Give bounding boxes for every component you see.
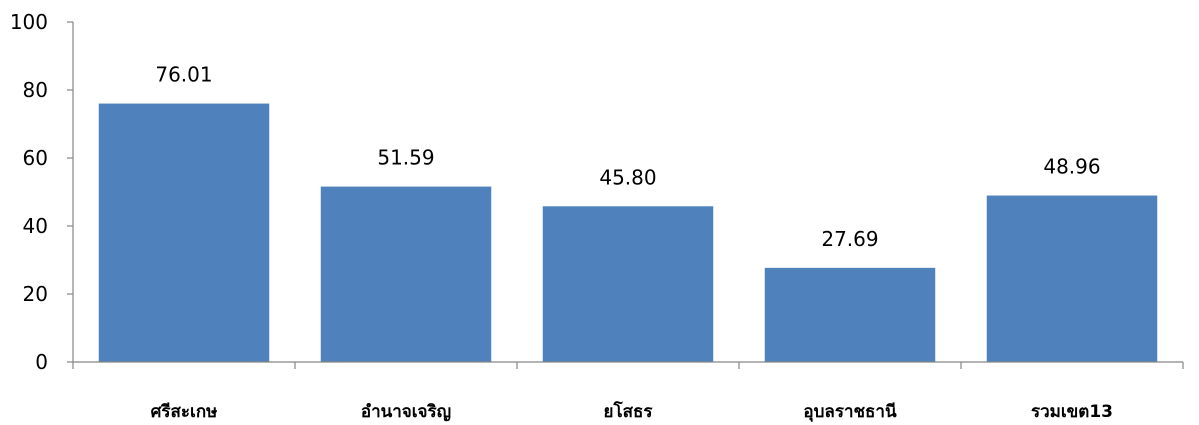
data-label: 48.96 [1043, 155, 1100, 179]
category-label: อำนาจเจริญ [361, 402, 451, 422]
y-tick-label: 60 [23, 146, 48, 170]
category-label: อุบลราชธานี [803, 401, 897, 422]
category-labels: ศรีสะเกษ อำนาจเจริญ ยโสธร อุบลราชธานี รวมเขต… [151, 401, 1113, 422]
y-tick-label: 20 [23, 282, 48, 306]
y-tick-label: 80 [23, 78, 48, 102]
y-tick-label: 100 [10, 10, 48, 34]
data-label: 45.80 [599, 165, 656, 189]
data-label: 76.01 [155, 63, 212, 87]
data-label: 27.69 [821, 227, 878, 251]
y-axis-ticks: 0 20 40 60 80 100 [10, 10, 73, 374]
bar [320, 186, 492, 362]
bar [98, 103, 270, 362]
bar [542, 206, 714, 362]
data-label: 51.59 [377, 146, 434, 170]
y-tick-label: 0 [35, 350, 48, 374]
x-axis-ticks [72, 362, 1184, 369]
data-labels: 76.01 51.59 45.80 27.69 48.96 [155, 63, 1100, 251]
bar [764, 267, 936, 362]
category-label: ยโสธร [604, 401, 654, 422]
bar [986, 195, 1158, 362]
y-tick-label: 40 [23, 214, 48, 238]
category-label: ศรีสะเกษ [151, 401, 218, 422]
category-label: รวมเขต13 [1031, 402, 1113, 422]
bar-series [98, 103, 1158, 362]
